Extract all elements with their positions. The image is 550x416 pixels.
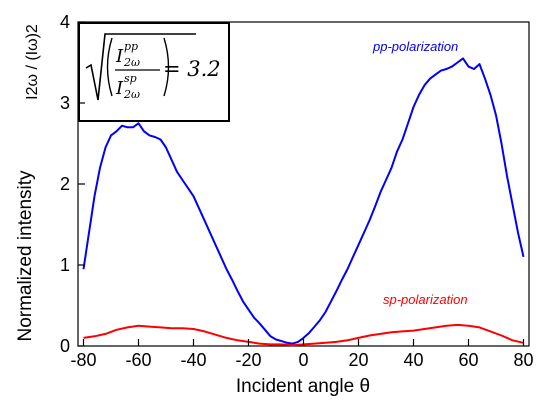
x-tick-label: 40 (403, 350, 423, 370)
y-axis-title: Normalized intensity (15, 170, 36, 342)
ratio-value: = 3.2 (163, 57, 221, 81)
series-label-sp: sp-polarization (383, 292, 468, 307)
numerator-symbol: I (115, 46, 124, 67)
y-axis-formula-text: I2ω / (Iω)2 (24, 24, 41, 100)
series-line-pp (82, 57, 525, 345)
x-axis-title: Incident angle θ (236, 376, 370, 397)
denominator-sub: 2ω (123, 88, 140, 101)
y-tick-label: 3 (60, 93, 70, 113)
x-tick-label: -40 (180, 350, 206, 370)
x-axis-ticks: -80 -60 -40 -20 0 20 40 60 80 (70, 339, 534, 370)
x-tick-label: -80 (70, 350, 96, 370)
y-tick-label: 0 (60, 336, 70, 356)
series-label-pp: pp-polarization (372, 39, 458, 54)
right-paren (163, 37, 170, 97)
y-tick-label: 2 (60, 174, 70, 194)
sqrt-sign (85, 33, 196, 101)
denominator-sup: sp (124, 72, 137, 85)
ratio-annotation: I pp 2ω I sp 2ω = 3.2 (78, 22, 230, 122)
numerator-sub: 2ω (123, 56, 140, 69)
denominator-symbol: I (115, 78, 124, 99)
numerator-sup: pp (124, 40, 138, 53)
annotation-box (78, 22, 230, 122)
left-paren (106, 37, 113, 97)
x-tick-label: -60 (125, 350, 151, 370)
y-tick-label: 4 (60, 12, 70, 32)
y-tick-label: 1 (60, 255, 70, 275)
y-axis-ticks: 0 1 2 3 4 (60, 12, 85, 356)
x-tick-label: 20 (348, 350, 368, 370)
x-tick-label: -20 (235, 350, 261, 370)
y-axis-formula: I2ω / (Iω)2 (24, 24, 41, 100)
x-tick-label: 0 (298, 350, 308, 370)
x-tick-label: 60 (458, 350, 478, 370)
x-tick-label: 80 (513, 350, 533, 370)
